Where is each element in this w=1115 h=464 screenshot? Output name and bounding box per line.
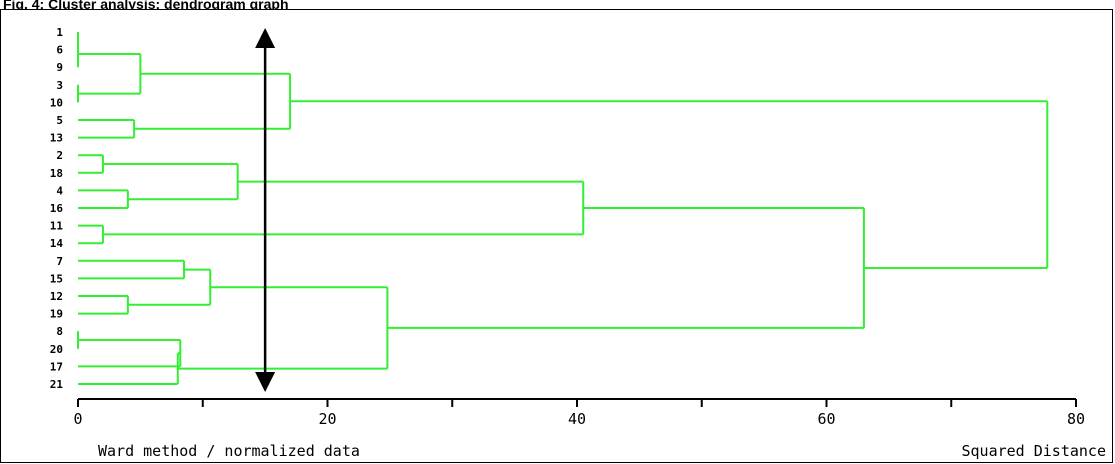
leaf-label-4: 4 <box>56 184 63 197</box>
cut-arrow-down-icon <box>255 372 276 392</box>
leaf-label-2: 2 <box>56 149 63 162</box>
cut-arrow-up-icon <box>255 28 276 48</box>
x-axis-label: Squared Distance <box>962 442 1107 460</box>
chart-frame: 1 6 9 3 10 5 13 2 18 4 16 11 14 7 15 12 19 8 20 17 21 0 20 40 6… <box>0 9 1113 463</box>
leaf-label-6: 6 <box>56 44 63 57</box>
x-tick-label-40: 40 <box>568 410 586 428</box>
leaf-label-9: 9 <box>56 61 63 74</box>
leaf-label-11: 11 <box>50 220 64 233</box>
leaf-label-19: 19 <box>50 308 63 321</box>
leaf-label-20: 20 <box>50 343 63 356</box>
leaf-label-7: 7 <box>56 255 63 268</box>
method-label: Ward method / normalized data <box>98 442 360 460</box>
leaf-label-5: 5 <box>56 114 63 127</box>
x-tick-label-60: 60 <box>817 410 835 428</box>
dendrogram-links <box>77 32 1049 385</box>
leaf-label-17: 17 <box>50 360 63 373</box>
leaf-label-12: 12 <box>50 290 63 303</box>
x-tick-label-80: 80 <box>1067 410 1085 428</box>
x-tick-label-20: 20 <box>318 410 336 428</box>
leaf-label-13: 13 <box>50 132 63 145</box>
leaf-label-14: 14 <box>50 237 64 250</box>
leaf-label-1: 1 <box>56 26 63 39</box>
leaf-label-18: 18 <box>50 167 63 180</box>
x-tick-label-0: 0 <box>73 410 82 428</box>
leaf-label-8: 8 <box>56 325 63 338</box>
leaf-label-21: 21 <box>50 378 64 391</box>
cut-line-group <box>255 28 276 392</box>
leaf-label-10: 10 <box>50 96 63 109</box>
leaf-label-3: 3 <box>56 79 63 92</box>
leaf-label-15: 15 <box>50 272 63 285</box>
x-axis: 0 20 40 60 80 <box>73 398 1085 428</box>
leaf-label-16: 16 <box>50 202 64 215</box>
